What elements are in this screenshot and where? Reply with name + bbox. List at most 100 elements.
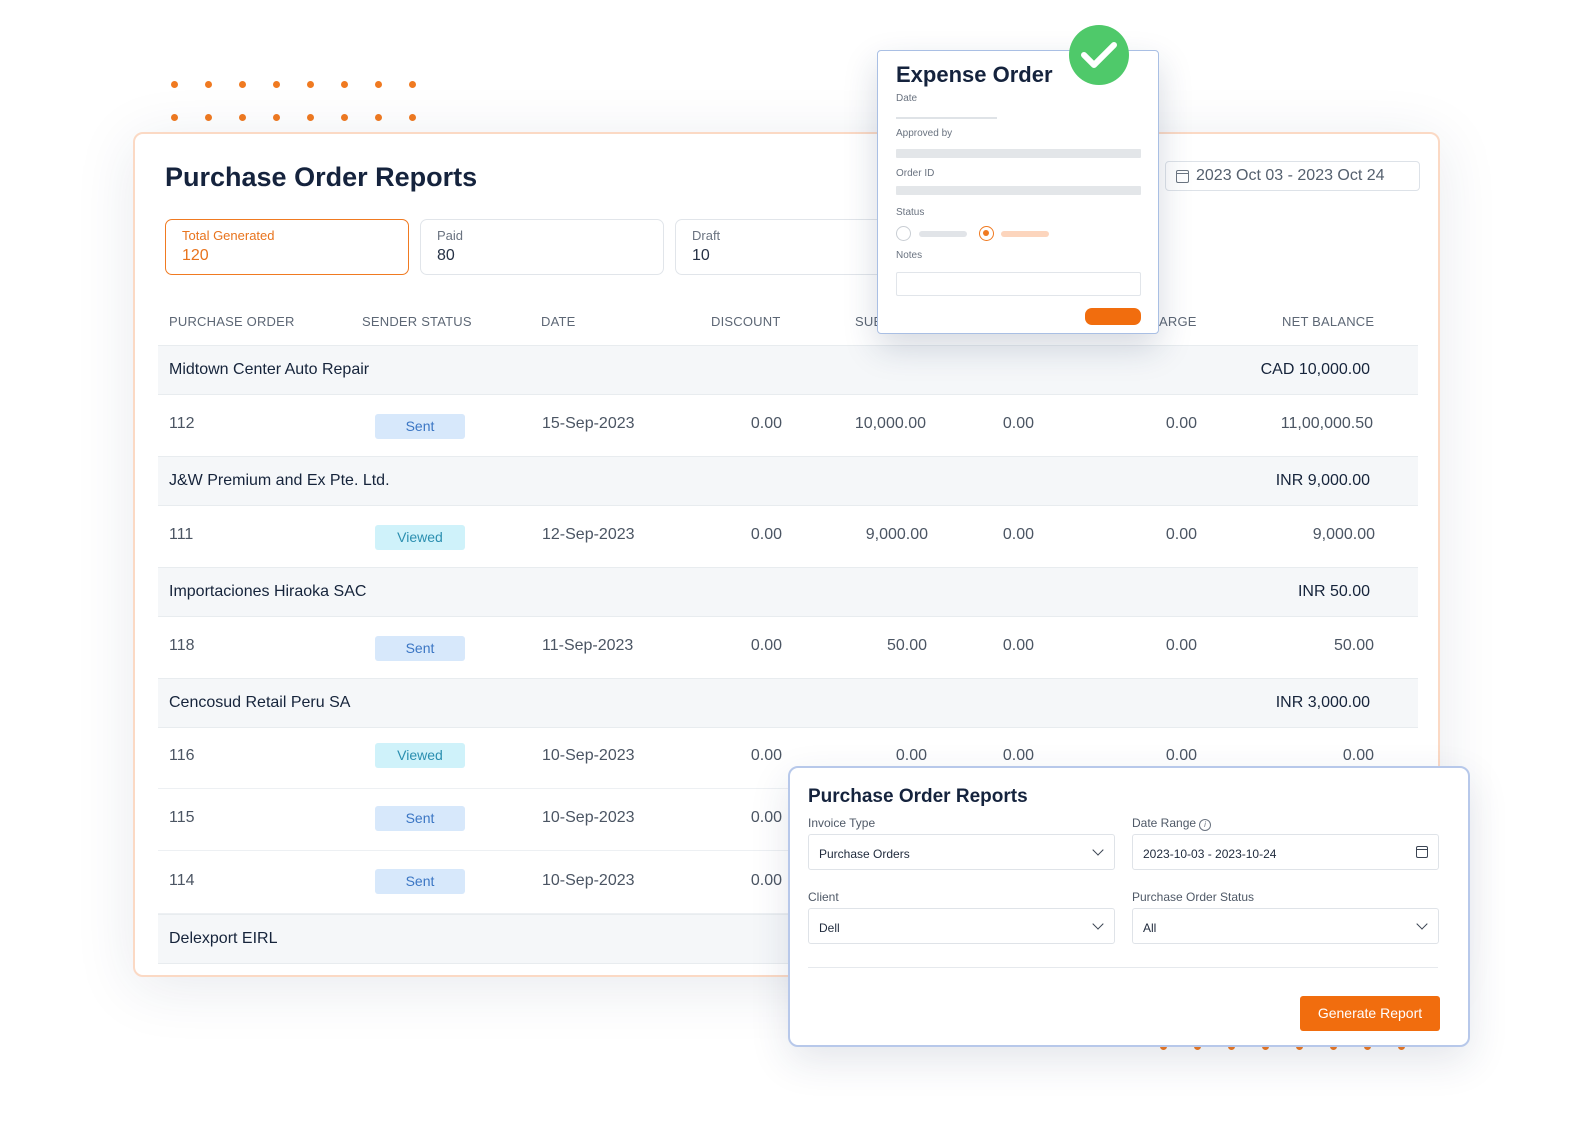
- status-badge: Viewed: [375, 525, 465, 550]
- charge-value: 0.00: [1165, 747, 1197, 764]
- po-date: 11-Sep-2023: [542, 637, 634, 654]
- notes-label: Notes: [896, 250, 923, 261]
- order-id-field[interactable]: [896, 186, 1141, 195]
- client-group-row[interactable]: J&W Premium and Ex Pte. Ltd. INR 9,000.0…: [158, 456, 1418, 506]
- table-row[interactable]: 118 Sent 11-Sep-2023 0.00 50.00 0.00 0.0…: [158, 617, 1418, 679]
- table-row[interactable]: 111 Viewed 12-Sep-2023 0.00 9,000.00 0.0…: [158, 506, 1418, 568]
- order-id-label: Order ID: [896, 168, 935, 179]
- approved-by-label: Approved by: [896, 128, 953, 139]
- charge-value: 0.00: [1165, 637, 1197, 654]
- po-number: 115: [169, 809, 195, 826]
- client-name: Delexport EIRL: [169, 930, 278, 947]
- chevron-down-icon: [1092, 844, 1104, 856]
- net-balance-value: 11,00,000.50: [1280, 415, 1373, 432]
- tax-value: 0.00: [1002, 637, 1034, 654]
- net-balance-value: 9,000.00: [1312, 526, 1375, 543]
- subtotal-value: 9,000.00: [865, 526, 928, 543]
- column-header-sender-status[interactable]: SENDER STATUS: [362, 314, 472, 329]
- generate-report-button[interactable]: Generate Report: [1300, 996, 1440, 1031]
- notes-field[interactable]: [896, 272, 1141, 296]
- po-date: 10-Sep-2023: [542, 809, 635, 826]
- po-number: 111: [169, 526, 194, 543]
- po-date: 15-Sep-2023: [542, 415, 635, 432]
- net-balance-value: 50.00: [1333, 637, 1374, 654]
- status-radio-option-2[interactable]: [979, 226, 994, 241]
- column-header-date[interactable]: DATE: [541, 314, 576, 329]
- stat-paid[interactable]: Paid 80: [420, 219, 664, 275]
- stat-total-generated[interactable]: Total Generated 120: [165, 219, 409, 275]
- subtotal-value: 0.00: [895, 747, 927, 764]
- status-badge: Sent: [375, 806, 465, 831]
- expense-submit-button[interactable]: [1085, 308, 1141, 325]
- calendar-icon: [1176, 169, 1189, 183]
- table-header: PURCHASE ORDER SENDER STATUS DATE DISCOU…: [135, 314, 1438, 334]
- column-header-purchase-order[interactable]: PURCHASE ORDER: [169, 314, 295, 329]
- po-date: 10-Sep-2023: [542, 872, 635, 889]
- status-badge: Sent: [375, 414, 465, 439]
- status-option-1-placeholder: [919, 231, 967, 237]
- expense-order-card: Expense Order Date Approved by Order ID …: [877, 50, 1159, 334]
- chevron-down-icon: [1092, 918, 1104, 930]
- column-header-subtotal[interactable]: SUE: [855, 314, 883, 329]
- checkmark-icon: [1069, 25, 1129, 85]
- form-title: Purchase Order Reports: [808, 786, 1028, 807]
- chevron-down-icon: [1416, 918, 1428, 930]
- expense-order-title: Expense Order: [896, 62, 1053, 87]
- invoice-type-select[interactable]: Purchase Orders: [808, 834, 1115, 870]
- date-field[interactable]: [896, 117, 997, 119]
- stat-value: 80: [437, 247, 455, 264]
- table-row[interactable]: 115 Sent 10-Sep-2023 0.00: [158, 789, 1418, 851]
- po-status-select[interactable]: All: [1132, 908, 1439, 944]
- client-total: INR 3,000.00: [1275, 694, 1370, 711]
- approved-by-field[interactable]: [896, 149, 1141, 158]
- page-title: Purchase Order Reports: [165, 162, 478, 192]
- charge-value: 0.00: [1165, 415, 1197, 432]
- client-name: Cencosud Retail Peru SA: [169, 694, 351, 711]
- client-select[interactable]: Dell: [808, 908, 1115, 944]
- client-total: INR 50.00: [1297, 583, 1370, 600]
- date-range-label-text: Date Range: [1132, 816, 1197, 830]
- po-status-label: Purchase Order Status: [1132, 890, 1255, 904]
- subtotal-value: 50.00: [886, 637, 927, 654]
- discount-value: 0.00: [750, 637, 782, 654]
- client-label: Client: [808, 890, 839, 904]
- date-label: Date: [896, 93, 918, 104]
- date-range-picker[interactable]: 2023 Oct 03 - 2023 Oct 24: [1165, 161, 1420, 191]
- discount-value: 0.00: [750, 809, 782, 826]
- status-badge: Viewed: [375, 743, 465, 768]
- column-header-net-balance[interactable]: NET BALANCE: [1282, 314, 1375, 329]
- client-name: Importaciones Hiraoka SAC: [169, 583, 367, 600]
- po-number: 116: [169, 747, 195, 764]
- status-badge: Sent: [375, 869, 465, 894]
- invoice-type-value: Purchase Orders: [819, 847, 910, 861]
- stat-value: 10: [692, 247, 710, 264]
- table-row[interactable]: 112 Sent 15-Sep-2023 0.00 10,000.00 0.00…: [158, 395, 1418, 457]
- client-name: Midtown Center Auto Repair: [169, 361, 370, 378]
- decorative-dots-top: [171, 81, 443, 121]
- status-option-2-placeholder: [1001, 231, 1049, 237]
- client-group-row[interactable]: Importaciones Hiraoka SAC INR 50.00: [158, 567, 1418, 617]
- discount-value: 0.00: [750, 872, 782, 889]
- date-range-text: 2023 Oct 03 - 2023 Oct 24: [1196, 167, 1385, 184]
- client-group-row[interactable]: Cencosud Retail Peru SA INR 3,000.00: [158, 678, 1418, 728]
- discount-value: 0.00: [750, 415, 782, 432]
- info-icon[interactable]: i: [1199, 819, 1212, 831]
- client-group-row[interactable]: Midtown Center Auto Repair CAD 10,000.00: [158, 345, 1418, 395]
- po-date: 12-Sep-2023: [542, 526, 635, 543]
- column-header-charge[interactable]: ARGE: [1159, 314, 1197, 329]
- charge-value: 0.00: [1165, 526, 1197, 543]
- date-range-input[interactable]: 2023-10-03 - 2023-10-24: [1132, 834, 1439, 870]
- tax-value: 0.00: [1002, 747, 1034, 764]
- date-range-value: 2023-10-03 - 2023-10-24: [1143, 847, 1277, 861]
- status-radio-option-1[interactable]: [896, 226, 911, 241]
- date-range-label: Date Range i: [1132, 816, 1212, 831]
- po-date: 10-Sep-2023: [542, 747, 635, 764]
- stat-value: 120: [182, 247, 209, 264]
- po-number: 118: [169, 637, 195, 654]
- report-filter-form: Purchase Order Reports Invoice Type Purc…: [788, 766, 1470, 1047]
- stat-label: Total Generated: [182, 228, 275, 243]
- status-label: Status: [896, 207, 925, 218]
- po-number: 114: [169, 872, 195, 889]
- column-header-discount[interactable]: DISCOUNT: [711, 314, 781, 329]
- divider: [808, 967, 1438, 968]
